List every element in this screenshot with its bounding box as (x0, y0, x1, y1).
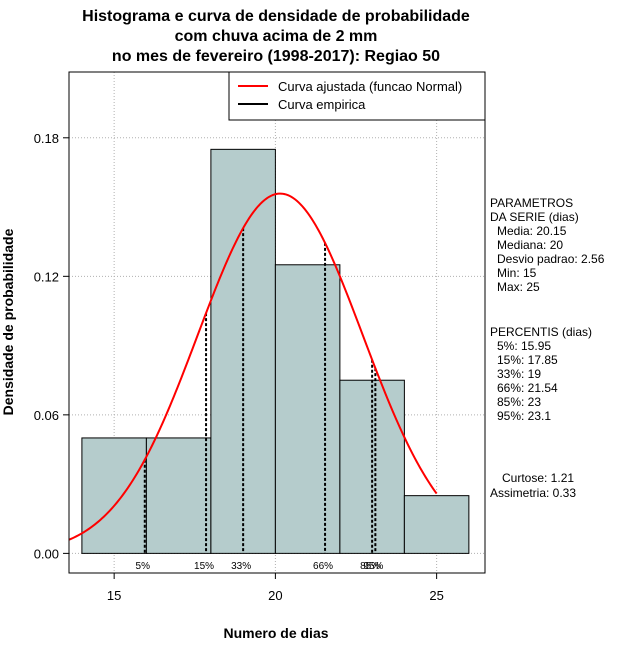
param-title-1: PARAMETROS (490, 196, 573, 210)
y-tick-label: 0.18 (34, 131, 59, 146)
legend-label-empirical: Curva empirica (278, 97, 366, 112)
histogram-bar (403, 495, 470, 554)
percentil-95: 95%: 23.1 (497, 409, 551, 423)
percentile-label: 66% (313, 561, 333, 572)
histogram-bar (274, 264, 341, 554)
param-desvio: Desvio padrao: 2.56 (497, 252, 605, 266)
y-axis-title: Densidade de probabilidade (0, 228, 16, 415)
stats-panel: PARAMETROS DA SERIE (dias) Media: 20.15 … (490, 196, 605, 500)
legend-box (228, 71, 486, 121)
percentile-label: 85% (360, 561, 380, 572)
histogram-bar (210, 148, 276, 554)
histogram-bars (81, 148, 470, 554)
normal-curve (68, 192, 438, 541)
percentil-15: 15%: 17.85 (497, 353, 558, 367)
percentile-label: 5% (136, 561, 151, 572)
param-title-2: DA SERIE (dias) (490, 210, 579, 224)
percentil-66: 66%: 21.54 (497, 381, 558, 395)
param-min: Min: 15 (497, 266, 537, 280)
percentile-labels: 5% 15% 33% 66% 85%95% (136, 561, 384, 572)
chart-title-line-1: Histograma e curva de densidade de proba… (82, 8, 470, 25)
histogram-bar (81, 437, 147, 554)
curtose-value: Curtose: 1.21 (502, 471, 574, 485)
percentil-5: 5%: 15.95 (497, 339, 551, 353)
y-tick-label: 0.12 (34, 269, 59, 284)
x-axis-title: Numero de dias (223, 625, 328, 641)
percentil-85: 85%: 23 (497, 395, 541, 409)
y-tick-label: 0.06 (34, 408, 59, 423)
x-tick-label: 25 (429, 588, 443, 603)
chart-title-line-3: no mes de fevereiro (1998-2017): Regiao … (112, 48, 440, 65)
histogram-bar (145, 437, 212, 554)
percentile-label: 15% (194, 561, 214, 572)
percentile-label: 33% (231, 561, 251, 572)
legend-label-fitted: Curva ajustada (funcao Normal) (278, 79, 462, 94)
x-tick-label: 20 (268, 588, 282, 603)
x-axis: 15 20 25 (107, 573, 444, 603)
assimetria-value: Assimetria: 0.33 (490, 486, 576, 500)
y-axis: 0.00 0.06 0.12 0.18 (34, 131, 69, 561)
chart-title-line-2: com chuva acima de 2 mm (175, 28, 378, 45)
x-tick-label: 15 (107, 588, 121, 603)
y-tick-label: 0.00 (34, 546, 59, 561)
percentile-lines (143, 228, 377, 554)
legend: Curva ajustada (funcao Normal) Curva emp… (228, 71, 486, 121)
percentile-label: 95% (363, 561, 383, 572)
percentis-title: PERCENTIS (dias) (490, 325, 592, 339)
param-mediana: Mediana: 20 (497, 238, 563, 252)
percentil-33: 33%: 19 (497, 367, 541, 381)
param-media: Media: 20.15 (497, 224, 567, 238)
param-max: Max: 25 (497, 280, 540, 294)
